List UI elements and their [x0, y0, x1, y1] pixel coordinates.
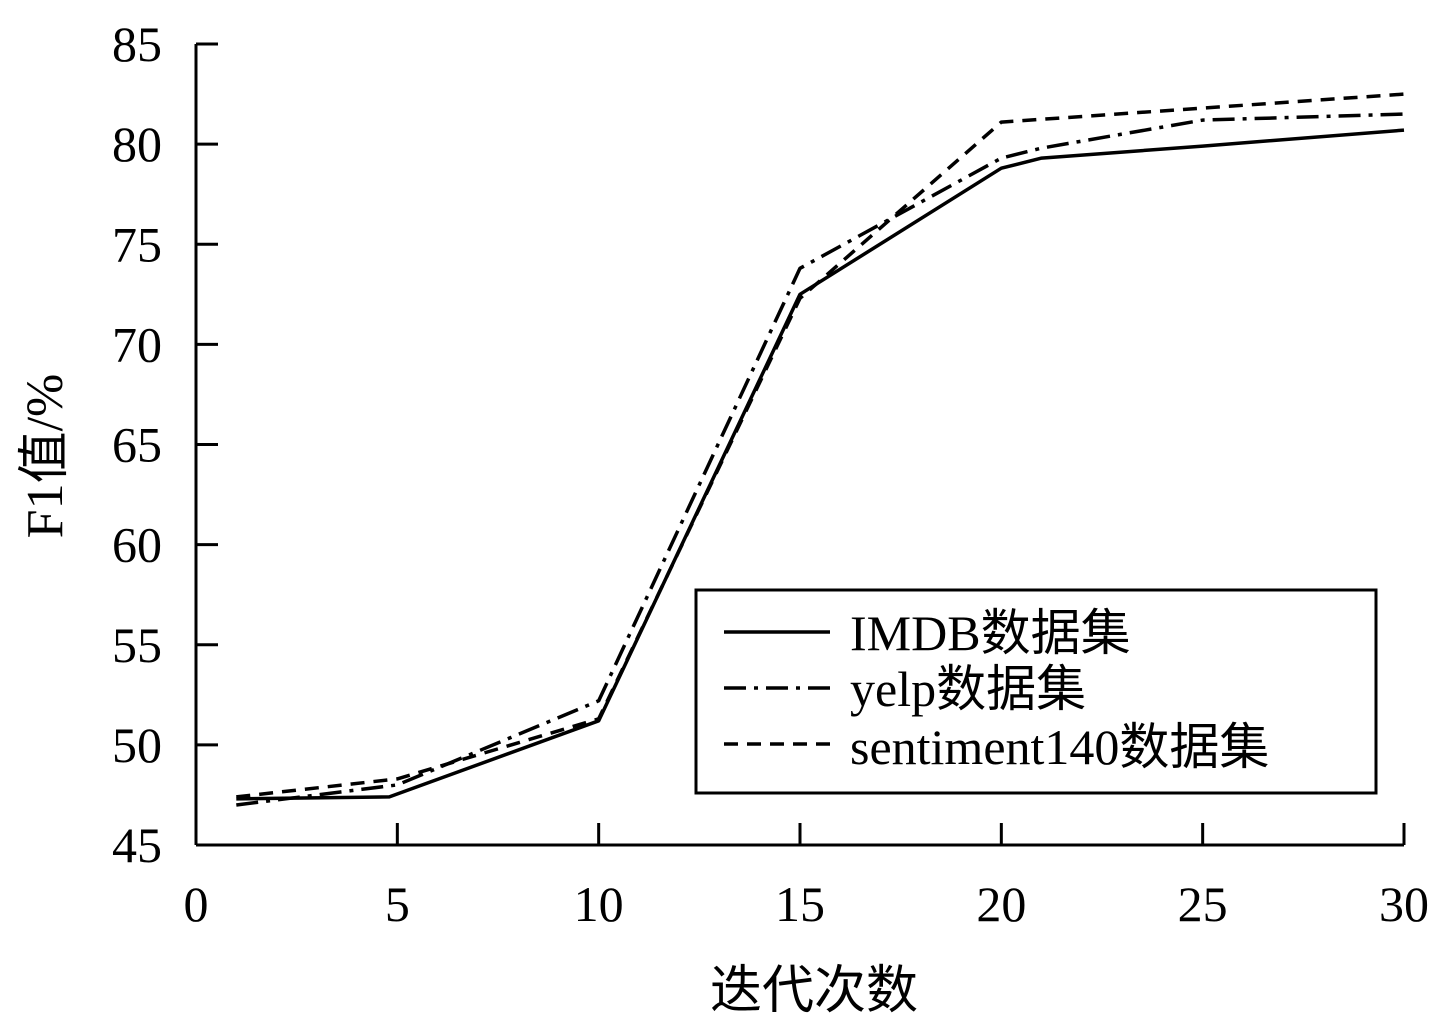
- series-line-sentiment140: [236, 92, 1405, 799]
- y-axis-title: F1值/%: [17, 374, 74, 539]
- x-tick-label: 10: [574, 876, 624, 932]
- x-tick-label: 0: [184, 876, 209, 932]
- series-line-yelp: [236, 112, 1405, 807]
- x-tick-label: 15: [775, 876, 825, 932]
- legend-label-yelp: yelp数据集: [850, 661, 1086, 717]
- x-tick-label: 30: [1379, 876, 1429, 932]
- y-ticks: 45 50 55 60 65 70 75 80 85: [112, 16, 218, 873]
- legend: IMDB数据集 yelp数据集 sentiment140数据集: [694, 588, 1378, 795]
- x-tick-label: 25: [1178, 876, 1228, 932]
- legend-label-imdb: IMDB数据集: [850, 605, 1131, 661]
- series-layer: [236, 92, 1405, 807]
- x-ticks: 0 5 10 15 20 25 30: [184, 823, 1429, 932]
- y-tick-label: 55: [112, 617, 162, 673]
- y-tick-label: 45: [112, 817, 162, 873]
- x-axis-title: 迭代次数: [710, 963, 918, 1020]
- series-line-imdb: [236, 128, 1405, 801]
- y-tick-label: 50: [112, 717, 162, 773]
- y-tick-label: 80: [112, 116, 162, 172]
- x-tick-label: 5: [385, 876, 410, 932]
- y-tick-label: 75: [112, 216, 162, 272]
- legend-box: [694, 588, 1378, 795]
- y-tick-label: 60: [112, 517, 162, 573]
- y-tick-label: 65: [112, 417, 162, 473]
- y-tick-label: 85: [112, 16, 162, 72]
- x-tick-label: 20: [976, 876, 1026, 932]
- legend-label-sentiment140: sentiment140数据集: [850, 719, 1269, 775]
- y-tick-label: 70: [112, 316, 162, 372]
